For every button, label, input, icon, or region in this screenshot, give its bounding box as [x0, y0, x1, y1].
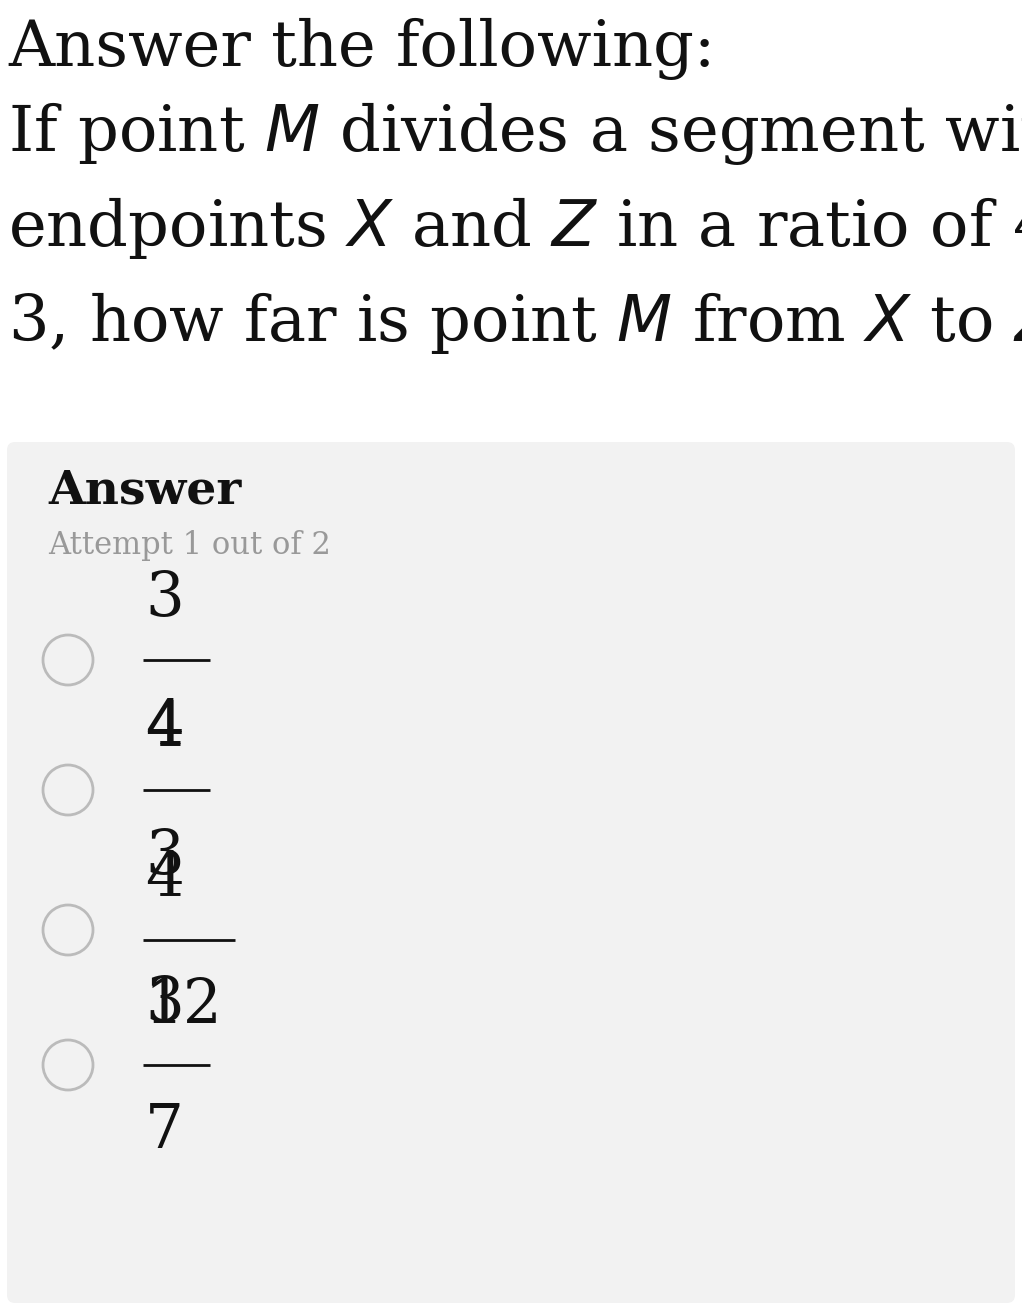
- Text: 12: 12: [145, 976, 223, 1036]
- Text: Attempt 1 out of 2: Attempt 1 out of 2: [48, 530, 331, 561]
- Text: Answer: Answer: [48, 468, 241, 514]
- Text: endpoints $\mathit{X}$ and $\mathit{Z}$ in a ratio of 4 to: endpoints $\mathit{X}$ and $\mathit{Z}$ …: [8, 195, 1022, 262]
- Text: 7: 7: [145, 1101, 184, 1162]
- Text: 3: 3: [145, 825, 184, 886]
- FancyBboxPatch shape: [7, 442, 1015, 1303]
- Text: 4: 4: [145, 696, 184, 756]
- Text: Answer the following:: Answer the following:: [8, 18, 715, 80]
- Text: 3: 3: [145, 973, 184, 1033]
- Text: 3, how far is point $\mathit{M}$ from $\mathit{X}$ to $\mathit{Z}$.: 3, how far is point $\mathit{M}$ from $\…: [8, 290, 1022, 356]
- FancyBboxPatch shape: [0, 0, 1022, 439]
- Text: 4: 4: [145, 848, 184, 908]
- Text: 4: 4: [145, 698, 184, 759]
- Text: If point $\mathit{M}$ divides a segment with: If point $\mathit{M}$ divides a segment …: [8, 99, 1022, 167]
- Text: 3: 3: [145, 568, 184, 628]
